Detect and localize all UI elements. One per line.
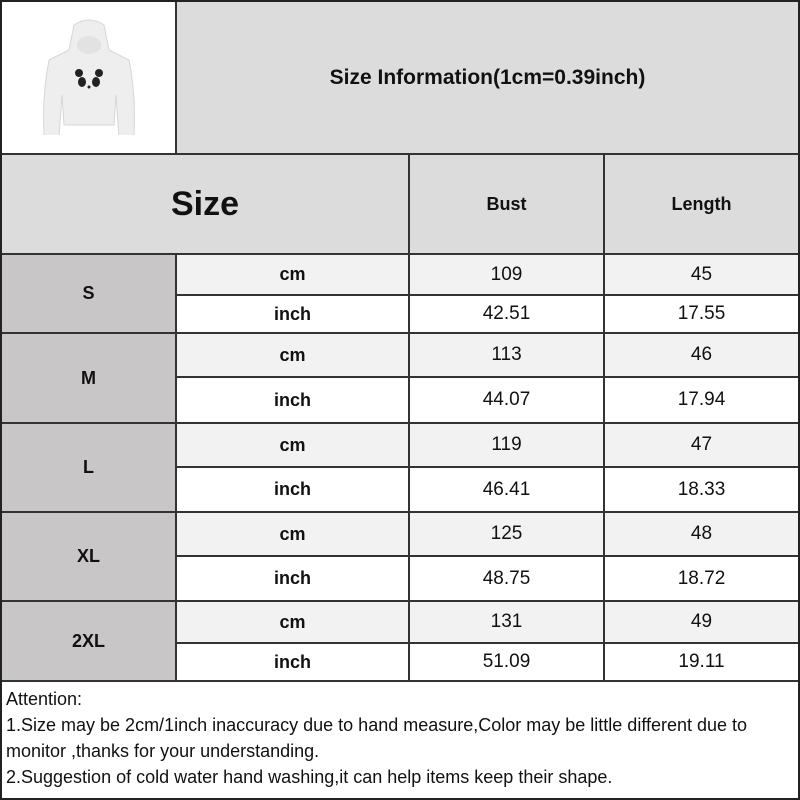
- note-2: 2.Suggestion of cold water hand washing,…: [6, 767, 613, 787]
- table-row-inch: inch 44.07 17.94: [1, 376, 800, 424]
- note-1: 1.Size may be 2cm/1inch inaccuracy due t…: [6, 715, 748, 761]
- notes-heading: Attention:: [6, 689, 83, 709]
- bust-value: 113: [408, 332, 605, 378]
- length-value: 45: [603, 253, 800, 296]
- attention-notes: Attention: 1.Size may be 2cm/1inch inacc…: [0, 686, 796, 790]
- size-label: L: [0, 422, 177, 513]
- unit-label: cm: [175, 511, 410, 557]
- hoodie-product-image: [42, 19, 135, 138]
- bust-value: 131: [408, 600, 605, 644]
- unit-label: cm: [175, 600, 410, 644]
- length-value: 49: [603, 600, 800, 644]
- unit-label: inch: [175, 466, 410, 513]
- unit-label: cm: [175, 332, 410, 378]
- bust-value: 44.07: [408, 376, 605, 424]
- size-label: XL: [0, 511, 177, 602]
- length-value: 17.94: [603, 376, 800, 424]
- unit-label: cm: [175, 253, 410, 296]
- table-row-inch: inch 46.41 18.33: [1, 466, 800, 513]
- bust-value: 51.09: [408, 642, 605, 682]
- size-label: 2XL: [0, 600, 177, 682]
- bust-value: 46.41: [408, 466, 605, 513]
- table-row-cm: 2XL cm 131 49: [0, 600, 800, 682]
- table-row-inch: inch 42.51 17.55: [1, 294, 800, 334]
- length-value: 19.11: [603, 642, 800, 682]
- length-value: 47: [603, 422, 800, 468]
- bust-value: 48.75: [408, 555, 605, 602]
- length-value: 17.55: [603, 294, 800, 334]
- size-chart-table: Size Information(1cm=0.39inch) Size Bust…: [0, 0, 800, 682]
- unit-label: cm: [175, 422, 410, 468]
- table-row-inch: inch 48.75 18.72: [1, 555, 800, 602]
- header-size: Size: [0, 153, 410, 255]
- header-bust: Bust: [408, 153, 605, 255]
- length-value: 46: [603, 332, 800, 378]
- bust-value: 119: [408, 422, 605, 468]
- bust-value: 125: [408, 511, 605, 557]
- unit-label: inch: [175, 294, 410, 334]
- unit-label: inch: [175, 376, 410, 424]
- bust-value: 42.51: [408, 294, 605, 334]
- bust-value: 109: [408, 253, 605, 296]
- size-label: M: [0, 332, 177, 424]
- table-row-inch: inch 51.09 19.11: [1, 642, 800, 682]
- size-label: S: [0, 253, 177, 334]
- unit-label: inch: [175, 555, 410, 602]
- header-length: Length: [603, 153, 800, 255]
- length-value: 18.72: [603, 555, 800, 602]
- length-value: 18.33: [603, 466, 800, 513]
- product-image-cell: [0, 0, 177, 155]
- unit-label: inch: [175, 642, 410, 682]
